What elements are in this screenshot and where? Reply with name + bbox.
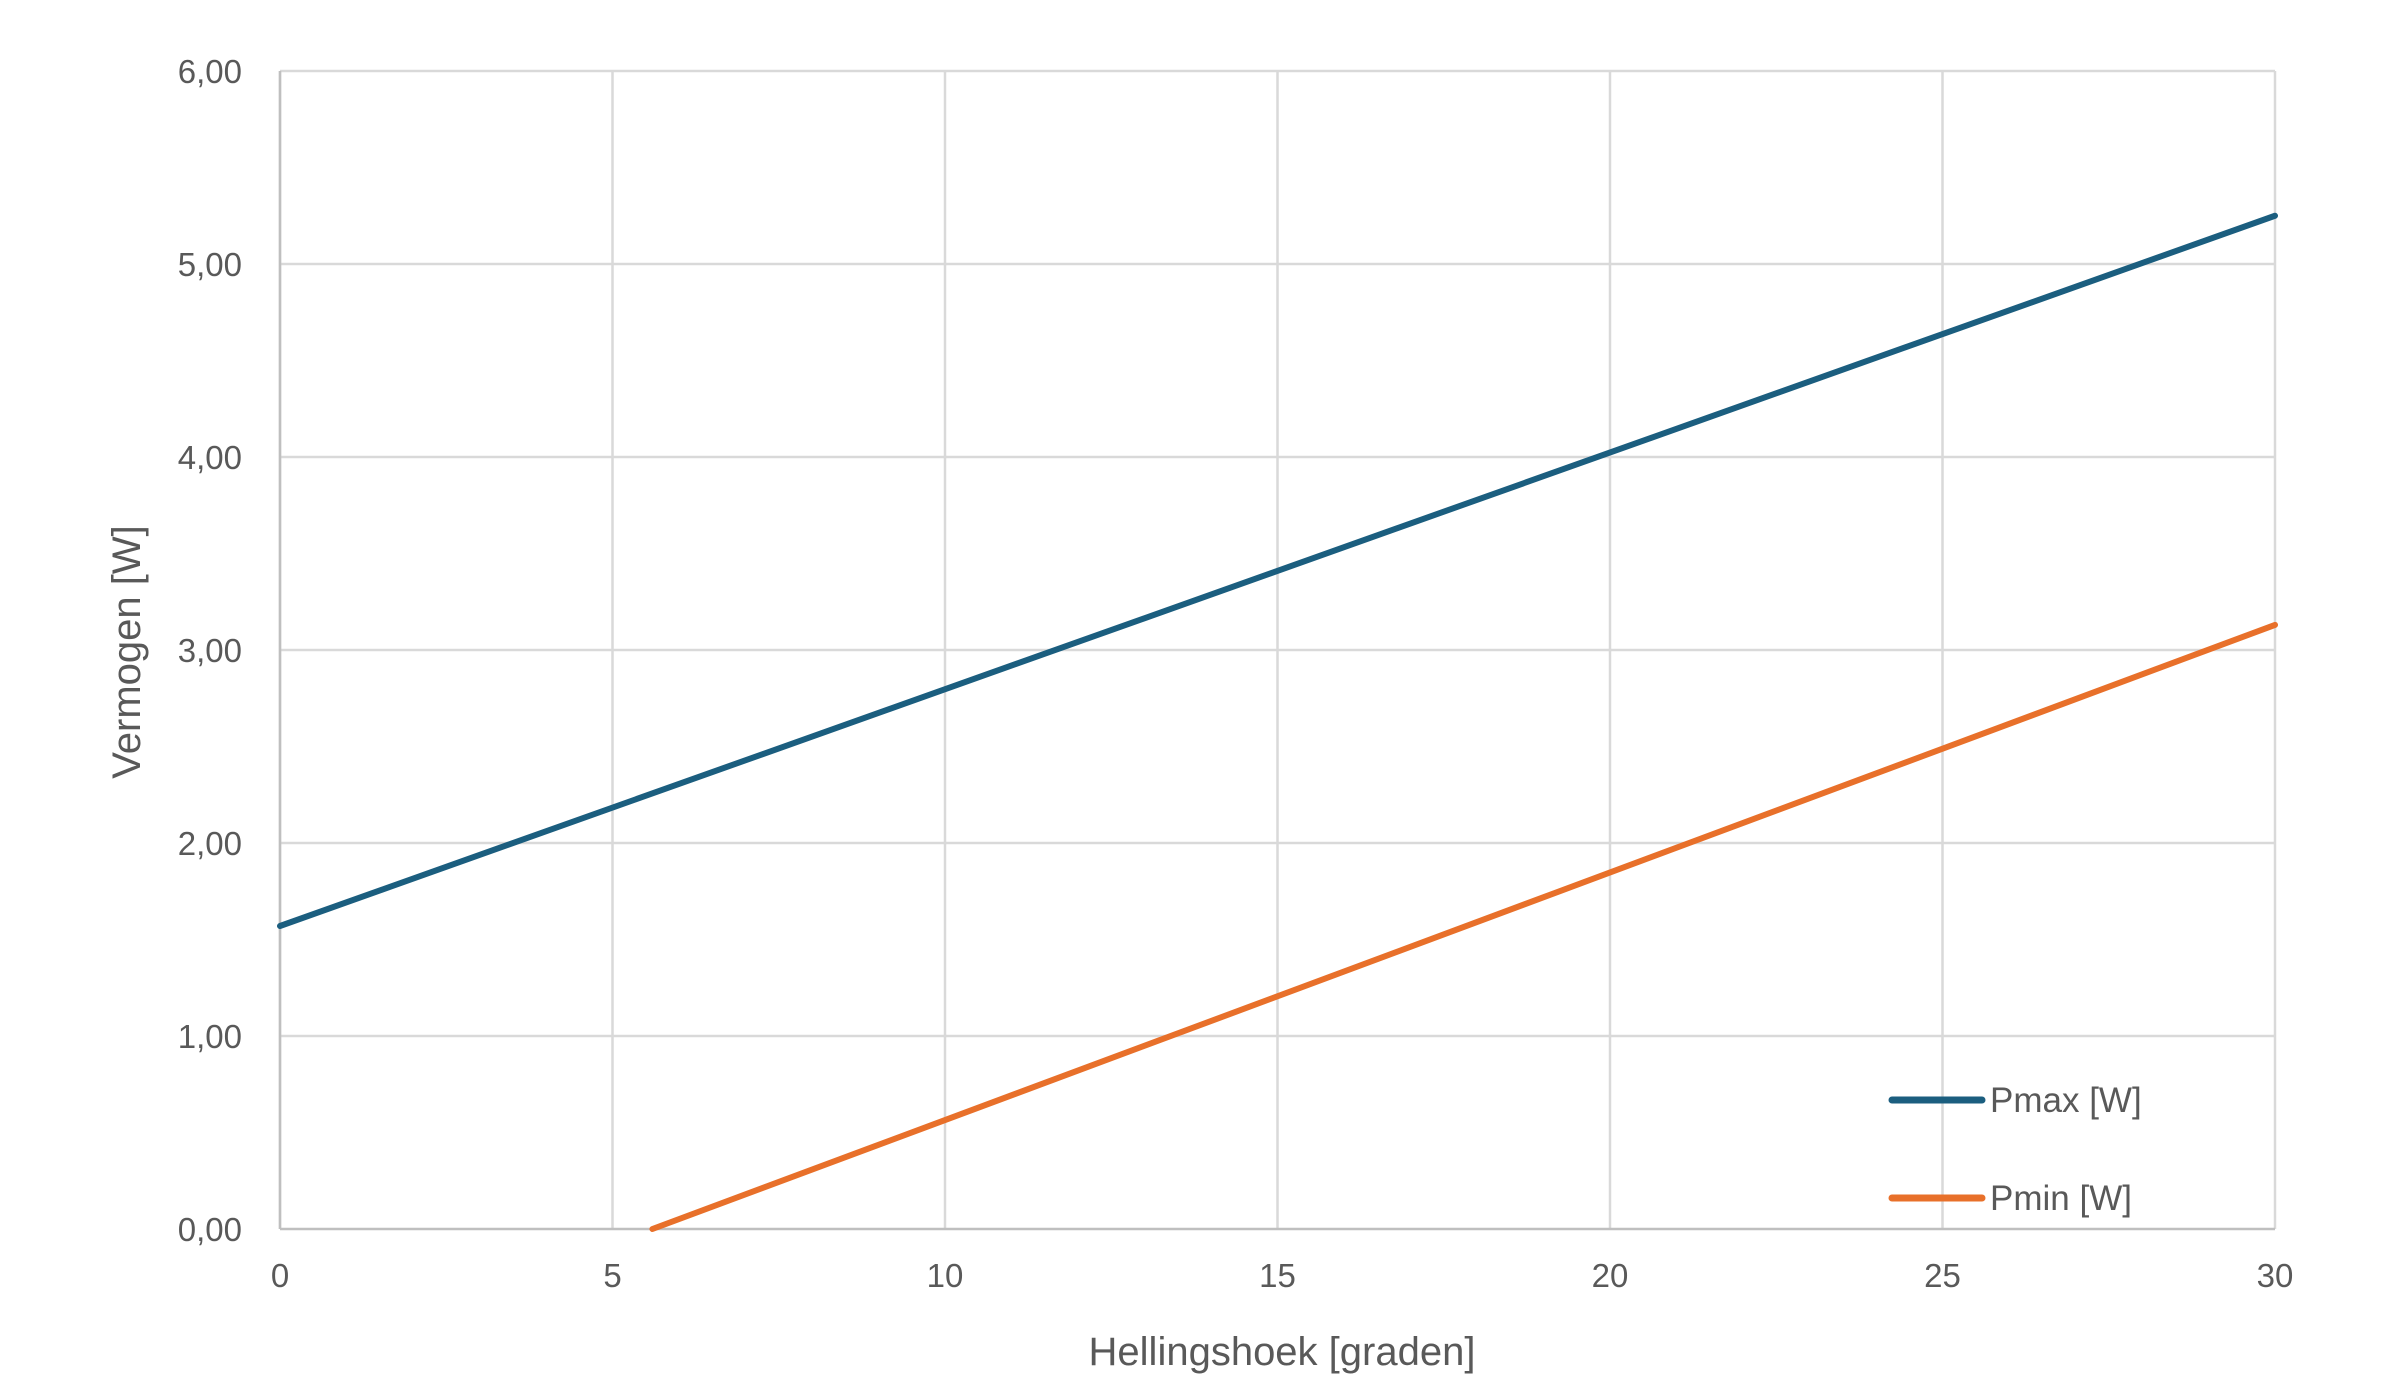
legend-label-pmin: Pmin [W] [1990, 1179, 2132, 1218]
x-tick-label: 25 [1924, 1257, 1961, 1294]
series-line-pmin [649, 621, 2278, 1232]
x-tick-label: 0 [271, 1257, 289, 1294]
y-tick-label: 5,00 [178, 246, 242, 283]
x-tick-label: 10 [927, 1257, 964, 1294]
gridlines [278, 69, 2277, 1229]
series-lines [277, 212, 2278, 1232]
legend: Pmax [W] Pmin [W] [1888, 1081, 2142, 1218]
x-tick-label: 30 [2257, 1257, 2294, 1294]
y-tick-label: 6,00 [178, 53, 242, 90]
x-tick-label: 15 [1259, 1257, 1296, 1294]
y-tick-label: 1,00 [178, 1018, 242, 1055]
legend-label-pmax: Pmax [W] [1990, 1081, 2142, 1120]
x-axis-title: Hellingshoek [graden] [1089, 1330, 1476, 1374]
series-line-pmax [277, 212, 2278, 929]
y-axis-title: Vermogen [W] [105, 525, 149, 778]
y-tick-label: 4,00 [178, 439, 242, 476]
x-tick-label: 20 [1592, 1257, 1629, 1294]
y-tick-label: 2,00 [178, 825, 242, 862]
axes [278, 71, 2275, 1231]
x-tick-label: 5 [603, 1257, 621, 1294]
y-tick-label: 3,00 [178, 632, 242, 669]
y-tick-label: 0,00 [178, 1211, 242, 1248]
tick-labels: 0,00 1,00 2,00 3,00 4,00 5,00 6,00 0 5 10 15 20 25 30 [178, 53, 2294, 1294]
